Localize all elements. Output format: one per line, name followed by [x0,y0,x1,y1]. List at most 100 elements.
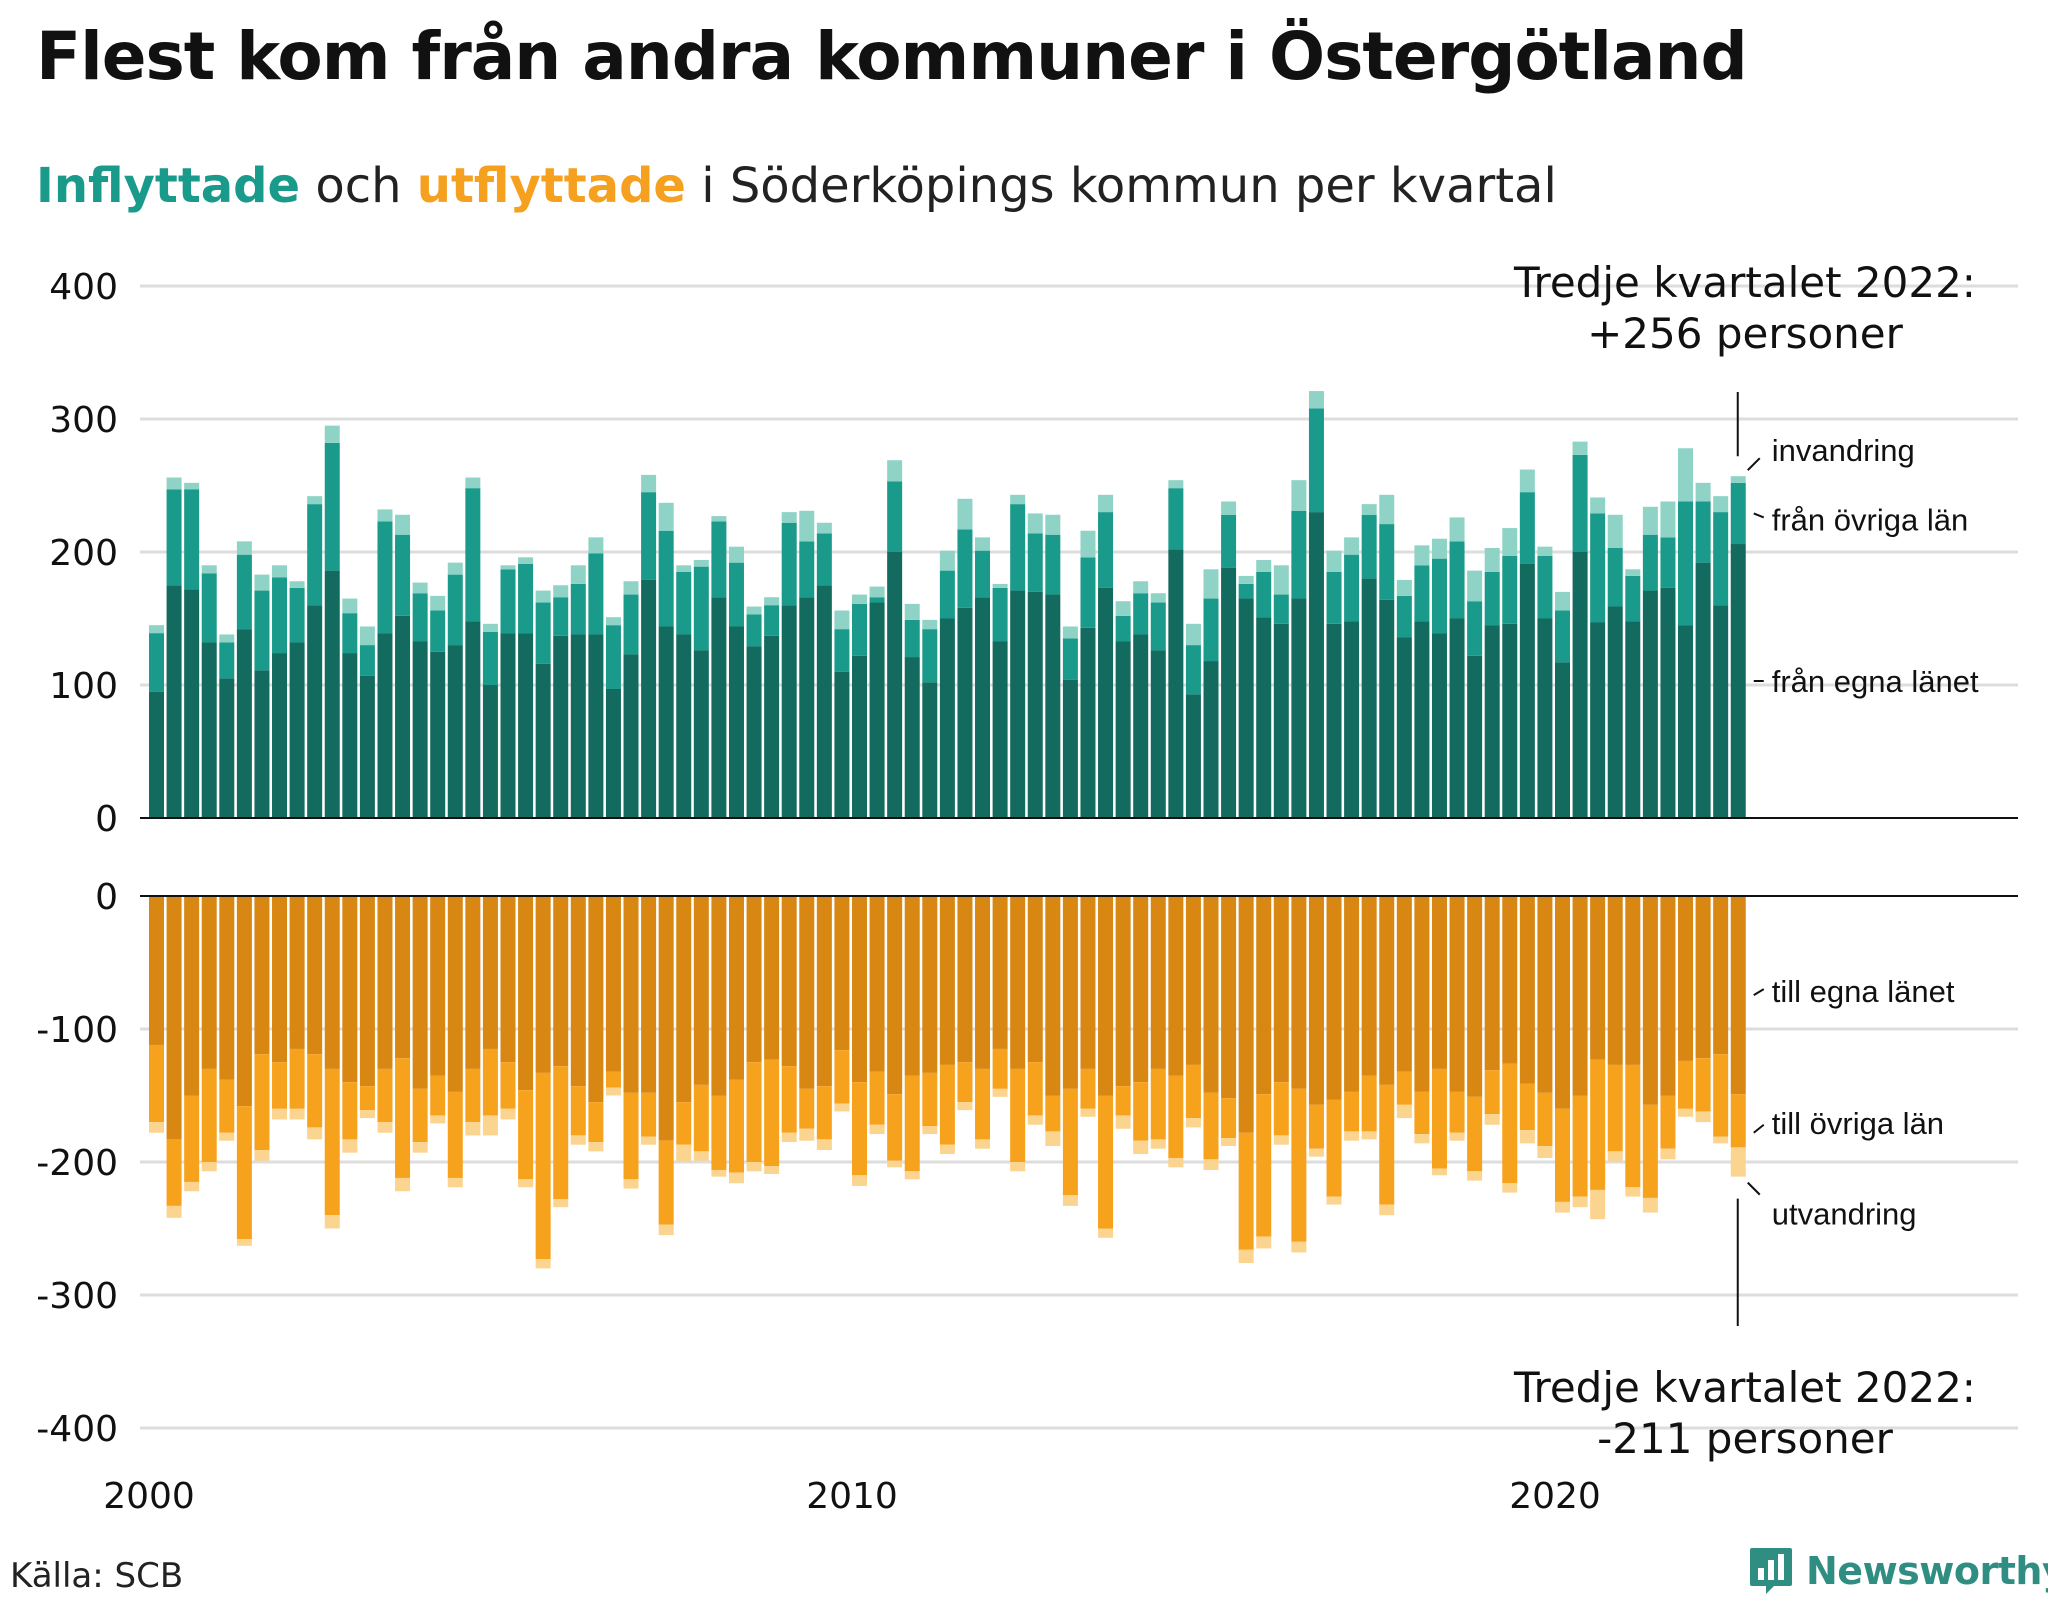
bar-in-abroad [957,498,973,530]
bar-out-own [711,896,727,1096]
bar-out-other [1115,1086,1131,1116]
bar-out-abroad [588,1142,604,1152]
bar-out-own [975,896,991,1069]
bar-out-own [1238,896,1254,1133]
subtitle-och: och [300,158,417,214]
bar-in-abroad [1625,569,1641,576]
bar-in-other [1133,593,1149,635]
bar-in-abroad [518,557,534,564]
bar-in-own [500,633,516,818]
bar-out-abroad [746,1162,762,1172]
bar-in-own [342,653,358,818]
bar-out-other [1168,1075,1184,1159]
bar-out-own [377,896,393,1069]
bar-out-other [1642,1104,1658,1198]
bar-out-other [570,1086,586,1136]
bar-out-own [1027,896,1043,1063]
bar-in-own [395,615,411,818]
bar-out-abroad [395,1177,411,1192]
bar-in-other [1660,537,1676,588]
bar-out-other [992,1048,1008,1089]
bar-in-own [711,597,727,818]
bar-out-other [1361,1075,1377,1132]
bar-in-own [1308,512,1324,818]
y-tick-label: 0 [95,877,118,918]
bar-out-abroad [1519,1130,1535,1144]
bar-in-abroad [184,482,200,490]
bar-in-other [1467,601,1483,656]
bar-in-own [1291,598,1307,818]
bar-in-other [1344,554,1360,622]
bar-out-other [1555,1108,1570,1202]
bar-out-own [1010,896,1026,1069]
bar-out-other [852,1082,867,1176]
bar-in-own [149,691,164,818]
bar-in-abroad [1396,579,1412,596]
bar-out-abroad [1449,1132,1465,1141]
bar-in-other [1115,615,1131,642]
bar-out-abroad [149,1122,164,1133]
bar-in-abroad [693,559,709,567]
bar-in-own [1256,617,1272,818]
bar-in-abroad [1519,469,1535,493]
bars-utflyttade [149,896,1746,1269]
bar-in-abroad [342,598,358,614]
bar-out-own [1308,896,1324,1105]
bar-out-own [957,896,973,1063]
bar-in-abroad [816,522,832,534]
bar-out-other [1062,1088,1078,1196]
bar-out-other [359,1086,375,1111]
chart-title: Flest kom från andra kommuner i Östergöt… [36,18,1748,95]
bar-out-abroad [992,1088,1008,1097]
bar-out-own [693,896,709,1085]
bar-in-abroad [395,514,411,535]
bar-out-abroad [1326,1196,1342,1205]
bar-out-own [1062,896,1078,1089]
bar-in-other [1449,541,1465,619]
bar-out-other [834,1050,850,1104]
bar-in-abroad [1291,480,1307,511]
bar-in-other [852,603,867,656]
bar-in-other [289,587,305,643]
bar-out-abroad [869,1124,885,1135]
bar-in-other [1203,598,1219,662]
bar-out-abroad [605,1087,621,1096]
y-tick-label: 200 [49,533,118,574]
bar-in-abroad [764,597,780,606]
bar-in-own [377,633,393,818]
bar-in-own [412,641,428,818]
y-tick-label: -100 [36,1010,118,1051]
y-tick-label: -200 [36,1143,118,1184]
bar-out-own [834,896,850,1051]
bar-out-own [1221,896,1237,1099]
bar-out-own [518,896,534,1091]
bar-out-own [1115,896,1131,1087]
bar-out-other [605,1071,621,1088]
bar-in-other [869,597,885,603]
bar-in-own [1607,606,1623,818]
bar-out-own [1344,896,1360,1092]
bar-in-abroad [641,474,657,493]
bar-in-abroad [904,603,920,620]
bar-in-other [1010,504,1026,591]
bar-out-own [1607,896,1623,1065]
bar-out-own [342,896,358,1083]
bar-in-other [1273,594,1289,624]
bar-out-own [201,896,217,1069]
bar-in-other [324,442,340,571]
bar-in-other [641,492,657,580]
bar-in-own [1396,637,1412,818]
bar-in-abroad [430,595,446,611]
bar-in-abroad [1660,501,1676,538]
bar-in-abroad [1379,494,1395,525]
bar-in-abroad [1431,538,1447,559]
bar-out-other [149,1044,164,1123]
bar-out-abroad [553,1199,569,1208]
bar-out-own [482,896,498,1049]
bar-out-other [236,1106,252,1240]
bar-out-abroad [1133,1140,1149,1155]
bar-out-own [887,896,903,1095]
bar-out-own [1185,896,1201,1065]
bar-in-abroad [1695,482,1711,502]
